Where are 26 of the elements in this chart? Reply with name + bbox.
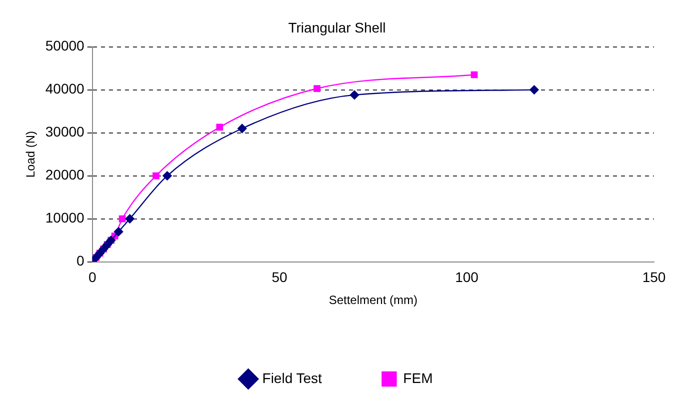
point [162,171,172,180]
point [152,172,160,180]
legend-label: FEM [403,370,433,386]
x-axis-title: Settelment (mm) [328,293,418,308]
x-tick-label: 50 [272,269,288,286]
point [114,227,124,236]
y-tick-label: 0 [76,252,85,269]
chart-title: Triangular Shell [288,19,386,36]
point [530,85,539,94]
y-tick-label: 40000 [45,80,85,97]
point [314,85,320,92]
point [470,71,478,78]
y-tick-label: 10000 [45,210,85,226]
point [125,214,134,224]
point [216,124,224,131]
legend-label: Field Test [262,370,322,386]
y-tick-label: 30000 [45,124,85,140]
y-tick-label: 50000 [45,38,85,54]
y-tick-label: 20000 [45,166,85,183]
x-tick-label: 0 [88,269,96,286]
point [118,215,126,222]
x-tick-label: 100 [455,269,479,286]
x-tick-label: 150 [642,269,666,286]
point [238,124,247,134]
point [350,90,360,100]
y-axis-title: Load (N) [24,130,38,178]
